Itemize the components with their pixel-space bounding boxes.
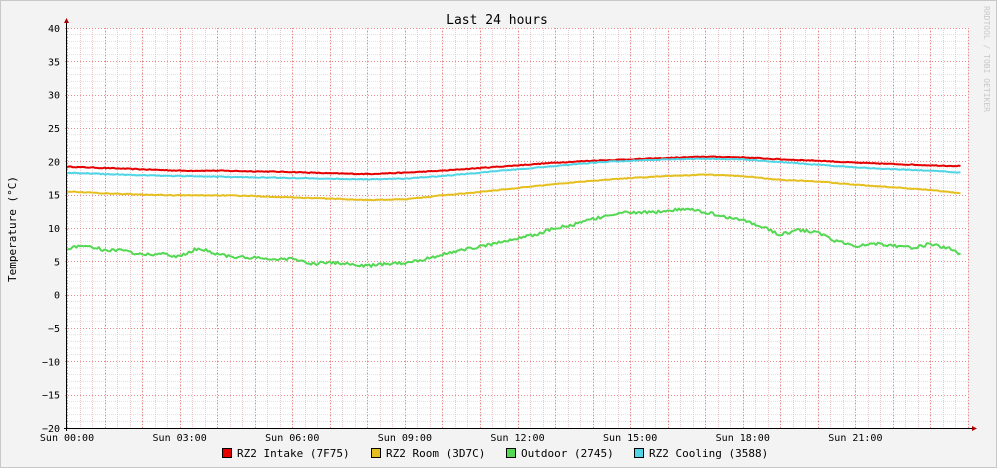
legend-swatch bbox=[222, 448, 232, 458]
legend-item: Outdoor (2745) bbox=[506, 447, 614, 460]
x-axis-arrow bbox=[972, 426, 977, 431]
legend-swatch bbox=[634, 448, 644, 458]
x-tick-label: Sun 03:00 bbox=[153, 433, 207, 444]
rrdtool-watermark: RRDTOOL / TOBI OETIKER bbox=[982, 6, 991, 112]
y-axis-label: Temperature (°C) bbox=[6, 176, 19, 282]
legend-item: RZ2 Room (3D7C) bbox=[371, 447, 485, 460]
legend-swatch bbox=[371, 448, 381, 458]
series-line bbox=[66, 157, 961, 181]
legend-label: RZ2 Cooling (3588) bbox=[649, 447, 768, 460]
legend: RZ2 Intake (7F75) RZ2 Room (3D7C) Outdoor … bbox=[222, 447, 768, 460]
x-tick-label: Sun 18:00 bbox=[716, 433, 770, 444]
x-tick-label: Sun 00:00 bbox=[40, 433, 94, 444]
x-tick-labels: Sun 00:00 Sun 03:00 Sun 06:00 Sun 09:00 Sun … bbox=[40, 433, 883, 444]
y-axis-arrow bbox=[64, 18, 69, 23]
x-tick-label: Sun 09:00 bbox=[378, 433, 432, 444]
y-tick-label: 40 bbox=[48, 24, 60, 35]
legend-label: Outdoor (2745) bbox=[521, 447, 614, 460]
series-line bbox=[66, 207, 962, 268]
legend-label: RZ2 Intake (7F75) bbox=[237, 447, 350, 460]
series-line bbox=[66, 173, 961, 202]
y-tick-label: 5 bbox=[54, 257, 60, 268]
y-tick-label: 10 bbox=[48, 224, 60, 235]
chart-title: Last 24 hours bbox=[446, 13, 548, 28]
y-tick-label: 30 bbox=[48, 91, 60, 102]
y-tick-labels: −20 −15 −10 −5 0 5 10 15 20 25 30 35 40 bbox=[42, 24, 60, 435]
y-tick-label: 15 bbox=[48, 191, 60, 202]
x-tick-label: Sun 15:00 bbox=[603, 433, 657, 444]
y-tick-label: 20 bbox=[48, 157, 60, 168]
y-tick-label: 35 bbox=[48, 57, 60, 68]
legend-label: RZ2 Room (3D7C) bbox=[386, 447, 485, 460]
y-tick-label: 0 bbox=[54, 291, 60, 302]
y-tick-label: −15 bbox=[42, 391, 60, 402]
legend-item: RZ2 Intake (7F75) bbox=[222, 447, 350, 460]
series-line bbox=[66, 155, 961, 176]
y-tick-label: −5 bbox=[48, 324, 60, 335]
x-tick-label: Sun 06:00 bbox=[265, 433, 319, 444]
x-tick-label: Sun 12:00 bbox=[490, 433, 544, 444]
y-tick-label: −20 bbox=[42, 424, 60, 435]
axes bbox=[64, 18, 977, 431]
legend-item: RZ2 Cooling (3588) bbox=[634, 447, 768, 460]
x-tick-label: Sun 21:00 bbox=[828, 433, 882, 444]
series-lines bbox=[66, 155, 962, 268]
y-tick-label: −10 bbox=[42, 357, 60, 368]
legend-swatch bbox=[506, 448, 516, 458]
y-tick-label: 25 bbox=[48, 124, 60, 135]
